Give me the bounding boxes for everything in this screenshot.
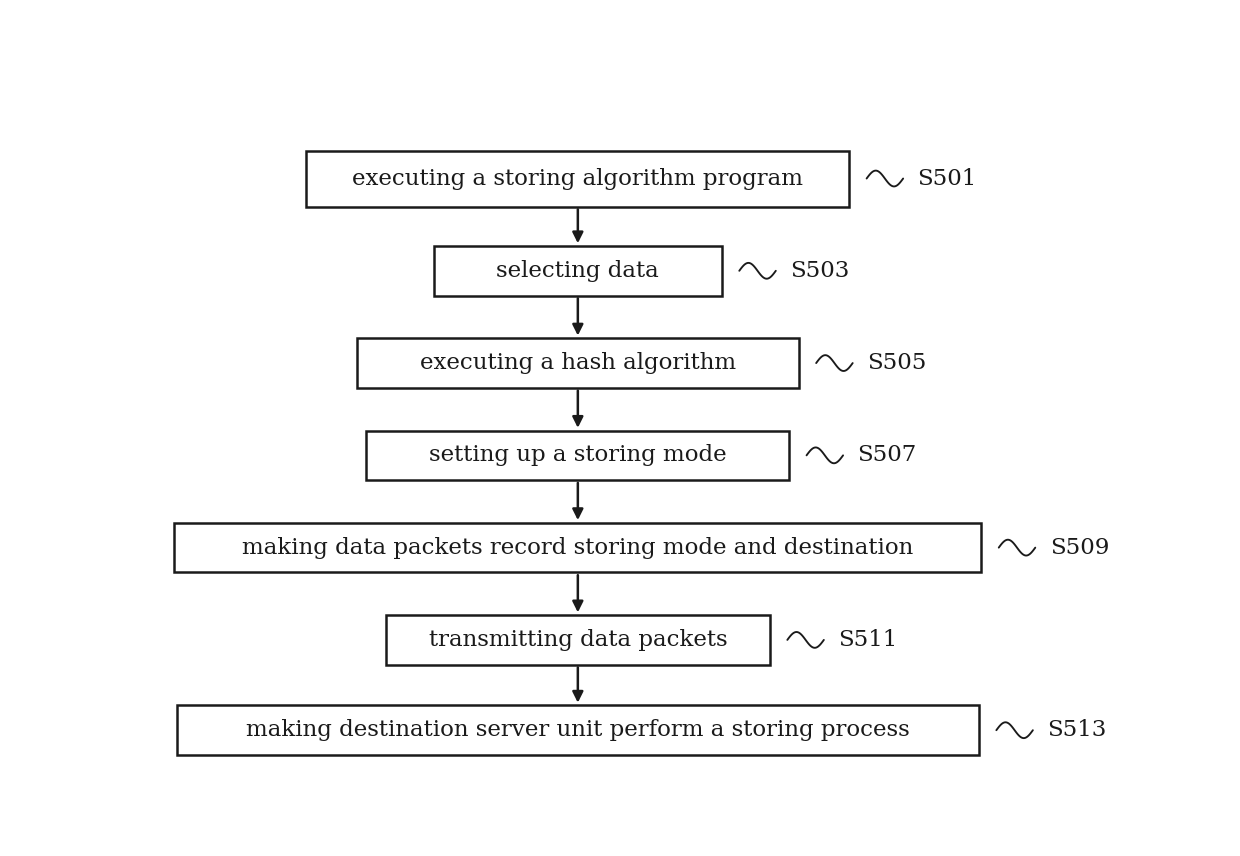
Text: making data packets record storing mode and destination: making data packets record storing mode … bbox=[242, 537, 914, 559]
FancyBboxPatch shape bbox=[176, 705, 980, 755]
FancyBboxPatch shape bbox=[357, 338, 799, 388]
FancyBboxPatch shape bbox=[306, 151, 849, 206]
Text: S505: S505 bbox=[867, 352, 926, 374]
Text: executing a storing algorithm program: executing a storing algorithm program bbox=[352, 168, 804, 189]
Text: setting up a storing mode: setting up a storing mode bbox=[429, 444, 727, 467]
Text: transmitting data packets: transmitting data packets bbox=[429, 629, 727, 651]
Text: executing a hash algorithm: executing a hash algorithm bbox=[420, 352, 735, 374]
Text: making destination server unit perform a storing process: making destination server unit perform a… bbox=[246, 719, 910, 741]
Text: S507: S507 bbox=[858, 444, 916, 467]
Text: S501: S501 bbox=[918, 168, 977, 189]
Text: S513: S513 bbox=[1048, 719, 1106, 741]
FancyBboxPatch shape bbox=[174, 523, 982, 573]
Text: S511: S511 bbox=[838, 629, 898, 651]
FancyBboxPatch shape bbox=[434, 246, 722, 295]
Text: S509: S509 bbox=[1050, 537, 1109, 559]
Text: S503: S503 bbox=[790, 259, 849, 282]
Text: selecting data: selecting data bbox=[496, 259, 660, 282]
FancyBboxPatch shape bbox=[367, 431, 789, 480]
FancyBboxPatch shape bbox=[386, 615, 770, 664]
